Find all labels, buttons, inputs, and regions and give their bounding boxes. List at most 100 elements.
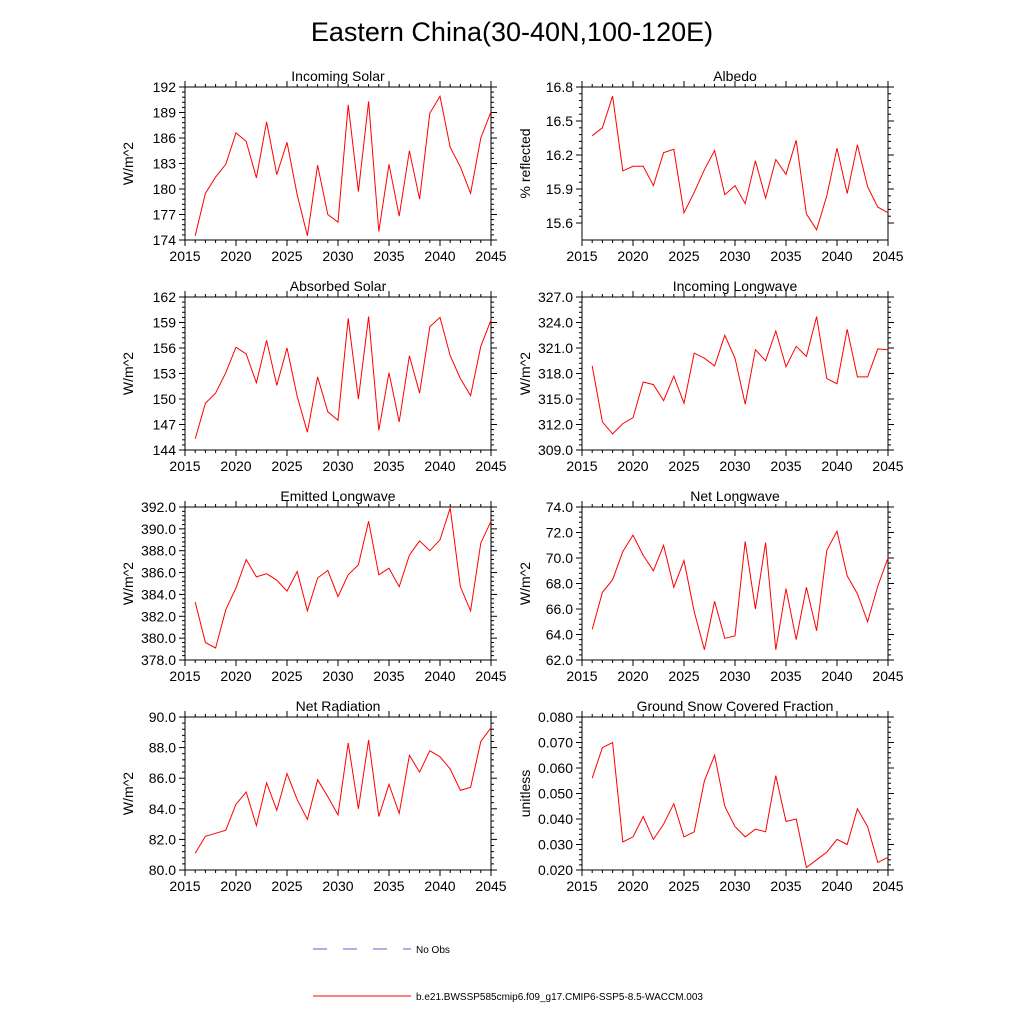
plot-frame (184, 296, 492, 451)
y-tick-label: 156 (153, 340, 177, 356)
chart-panel: Incoming Solar W/m^2 2015 2020 2025 2030 2035 2… (120, 68, 507, 264)
x-tick-label: 2025 (668, 668, 699, 684)
y-tick-label: 312.0 (538, 417, 573, 433)
chart-panel: Net Longwave W/m^2 2015 2020 2025 2030 2035 204… (517, 488, 904, 684)
x-tick-label: 2015 (169, 458, 200, 474)
panel-title: Net Longwave (690, 488, 780, 504)
series-line (194, 727, 492, 854)
x-tick-label: 2035 (373, 878, 404, 894)
series-line (194, 316, 492, 440)
plot-frame (581, 506, 889, 661)
x-tick-label: 2040 (424, 668, 455, 684)
y-tick-label: 180 (153, 181, 177, 197)
y-axis-label: W/m^2 (517, 352, 533, 395)
x-tick-label: 2045 (872, 458, 903, 474)
panel-title: Absorbed Solar (290, 278, 387, 294)
y-tick-label: 382.0 (141, 608, 176, 624)
panel-title: Emitted Longwave (280, 488, 395, 504)
series-line (591, 529, 889, 650)
y-tick-label: 15.9 (546, 181, 573, 197)
x-tick-label: 2045 (475, 458, 506, 474)
panel-title: Albedo (713, 68, 757, 84)
x-tick-label: 2025 (668, 248, 699, 264)
x-tick-label: 2045 (872, 668, 903, 684)
x-tick-label: 2040 (821, 878, 852, 894)
x-tick-label: 2040 (821, 458, 852, 474)
y-tick-label: 74.0 (546, 499, 573, 515)
y-tick-label: 62.0 (546, 652, 573, 668)
x-tick-label: 2015 (566, 878, 597, 894)
x-tick-label: 2045 (475, 248, 506, 264)
x-tick-label: 2025 (271, 878, 302, 894)
x-tick-label: 2015 (169, 668, 200, 684)
y-tick-label: 16.5 (546, 113, 573, 129)
y-tick-label: 147 (153, 417, 177, 433)
y-tick-label: 324.0 (538, 315, 573, 331)
y-axis-label: W/m^2 (120, 352, 136, 395)
y-tick-label: 80.0 (149, 862, 176, 878)
x-tick-label: 2020 (617, 248, 648, 264)
x-tick-label: 2030 (719, 668, 750, 684)
y-tick-label: 68.0 (546, 576, 573, 592)
plot-frame (581, 716, 889, 871)
y-tick-label: 153 (153, 366, 177, 382)
y-axis-label: unitless (517, 770, 533, 817)
x-tick-label: 2035 (373, 668, 404, 684)
y-tick-label: 177 (153, 207, 177, 223)
x-tick-label: 2035 (770, 458, 801, 474)
chart-panel: Emitted Longwave W/m^2 2015 2020 2025 2030 203… (120, 488, 507, 684)
x-tick-label: 2020 (617, 458, 648, 474)
plot-frame (184, 716, 492, 871)
y-tick-label: 309.0 (538, 442, 573, 458)
x-tick-label: 2040 (424, 248, 455, 264)
x-tick-label: 2025 (668, 878, 699, 894)
x-tick-label: 2035 (770, 878, 801, 894)
y-tick-label: 392.0 (141, 499, 176, 515)
y-tick-label: 82.0 (149, 831, 176, 847)
y-axis-label: W/m^2 (120, 772, 136, 815)
panel-title: Ground Snow Covered Fraction (637, 698, 834, 714)
panels-group: Incoming Solar W/m^2 2015 2020 2025 2030 2035 2… (120, 68, 904, 894)
legend: No Obs b.e21.BWSSP585cmip6.f09_g17.CMIP6… (313, 945, 703, 1003)
y-axis-label: W/m^2 (120, 562, 136, 605)
x-tick-label: 2025 (271, 248, 302, 264)
x-tick-label: 2020 (617, 878, 648, 894)
y-tick-label: 16.2 (546, 147, 573, 163)
x-tick-label: 2020 (617, 668, 648, 684)
series-line (194, 507, 492, 649)
x-tick-label: 2015 (566, 248, 597, 264)
y-tick-label: 186 (153, 130, 177, 146)
y-tick-label: 192 (153, 79, 177, 95)
x-tick-label: 2035 (770, 248, 801, 264)
chart-panel: Incoming Longwave W/m^2 2015 2020 2025 2030 20… (517, 278, 904, 474)
x-tick-label: 2030 (322, 248, 353, 264)
y-tick-label: 388.0 (141, 543, 176, 559)
y-tick-label: 0.070 (538, 735, 573, 751)
chart-panel: Absorbed Solar W/m^2 2015 2020 2025 2030 2035 2… (120, 278, 507, 474)
y-tick-label: 86.0 (149, 770, 176, 786)
y-tick-label: 0.040 (538, 811, 573, 827)
y-axis-label: W/m^2 (517, 562, 533, 605)
x-tick-label: 2015 (169, 878, 200, 894)
y-tick-label: 84.0 (149, 801, 176, 817)
y-tick-label: 16.8 (546, 79, 573, 95)
x-tick-label: 2040 (821, 248, 852, 264)
panel-title: Net Radiation (296, 698, 381, 714)
y-tick-label: 150 (153, 391, 177, 407)
panel-title: Incoming Solar (291, 68, 385, 84)
y-tick-label: 0.030 (538, 837, 573, 853)
y-tick-label: 70.0 (546, 550, 573, 566)
y-tick-label: 159 (153, 315, 177, 331)
series-line (591, 741, 889, 869)
y-tick-label: 0.080 (538, 709, 573, 725)
x-tick-label: 2035 (373, 248, 404, 264)
chart-panel: Albedo % reflected 2015 2020 2025 2030 2035 204… (517, 68, 904, 264)
y-tick-label: 0.050 (538, 786, 573, 802)
x-tick-label: 2030 (322, 458, 353, 474)
x-tick-label: 2020 (220, 248, 251, 264)
figure-title: Eastern China(30-40N,100-120E) (311, 17, 713, 47)
plot-frame (581, 296, 889, 451)
y-tick-label: 386.0 (141, 565, 176, 581)
y-tick-label: 327.0 (538, 289, 573, 305)
